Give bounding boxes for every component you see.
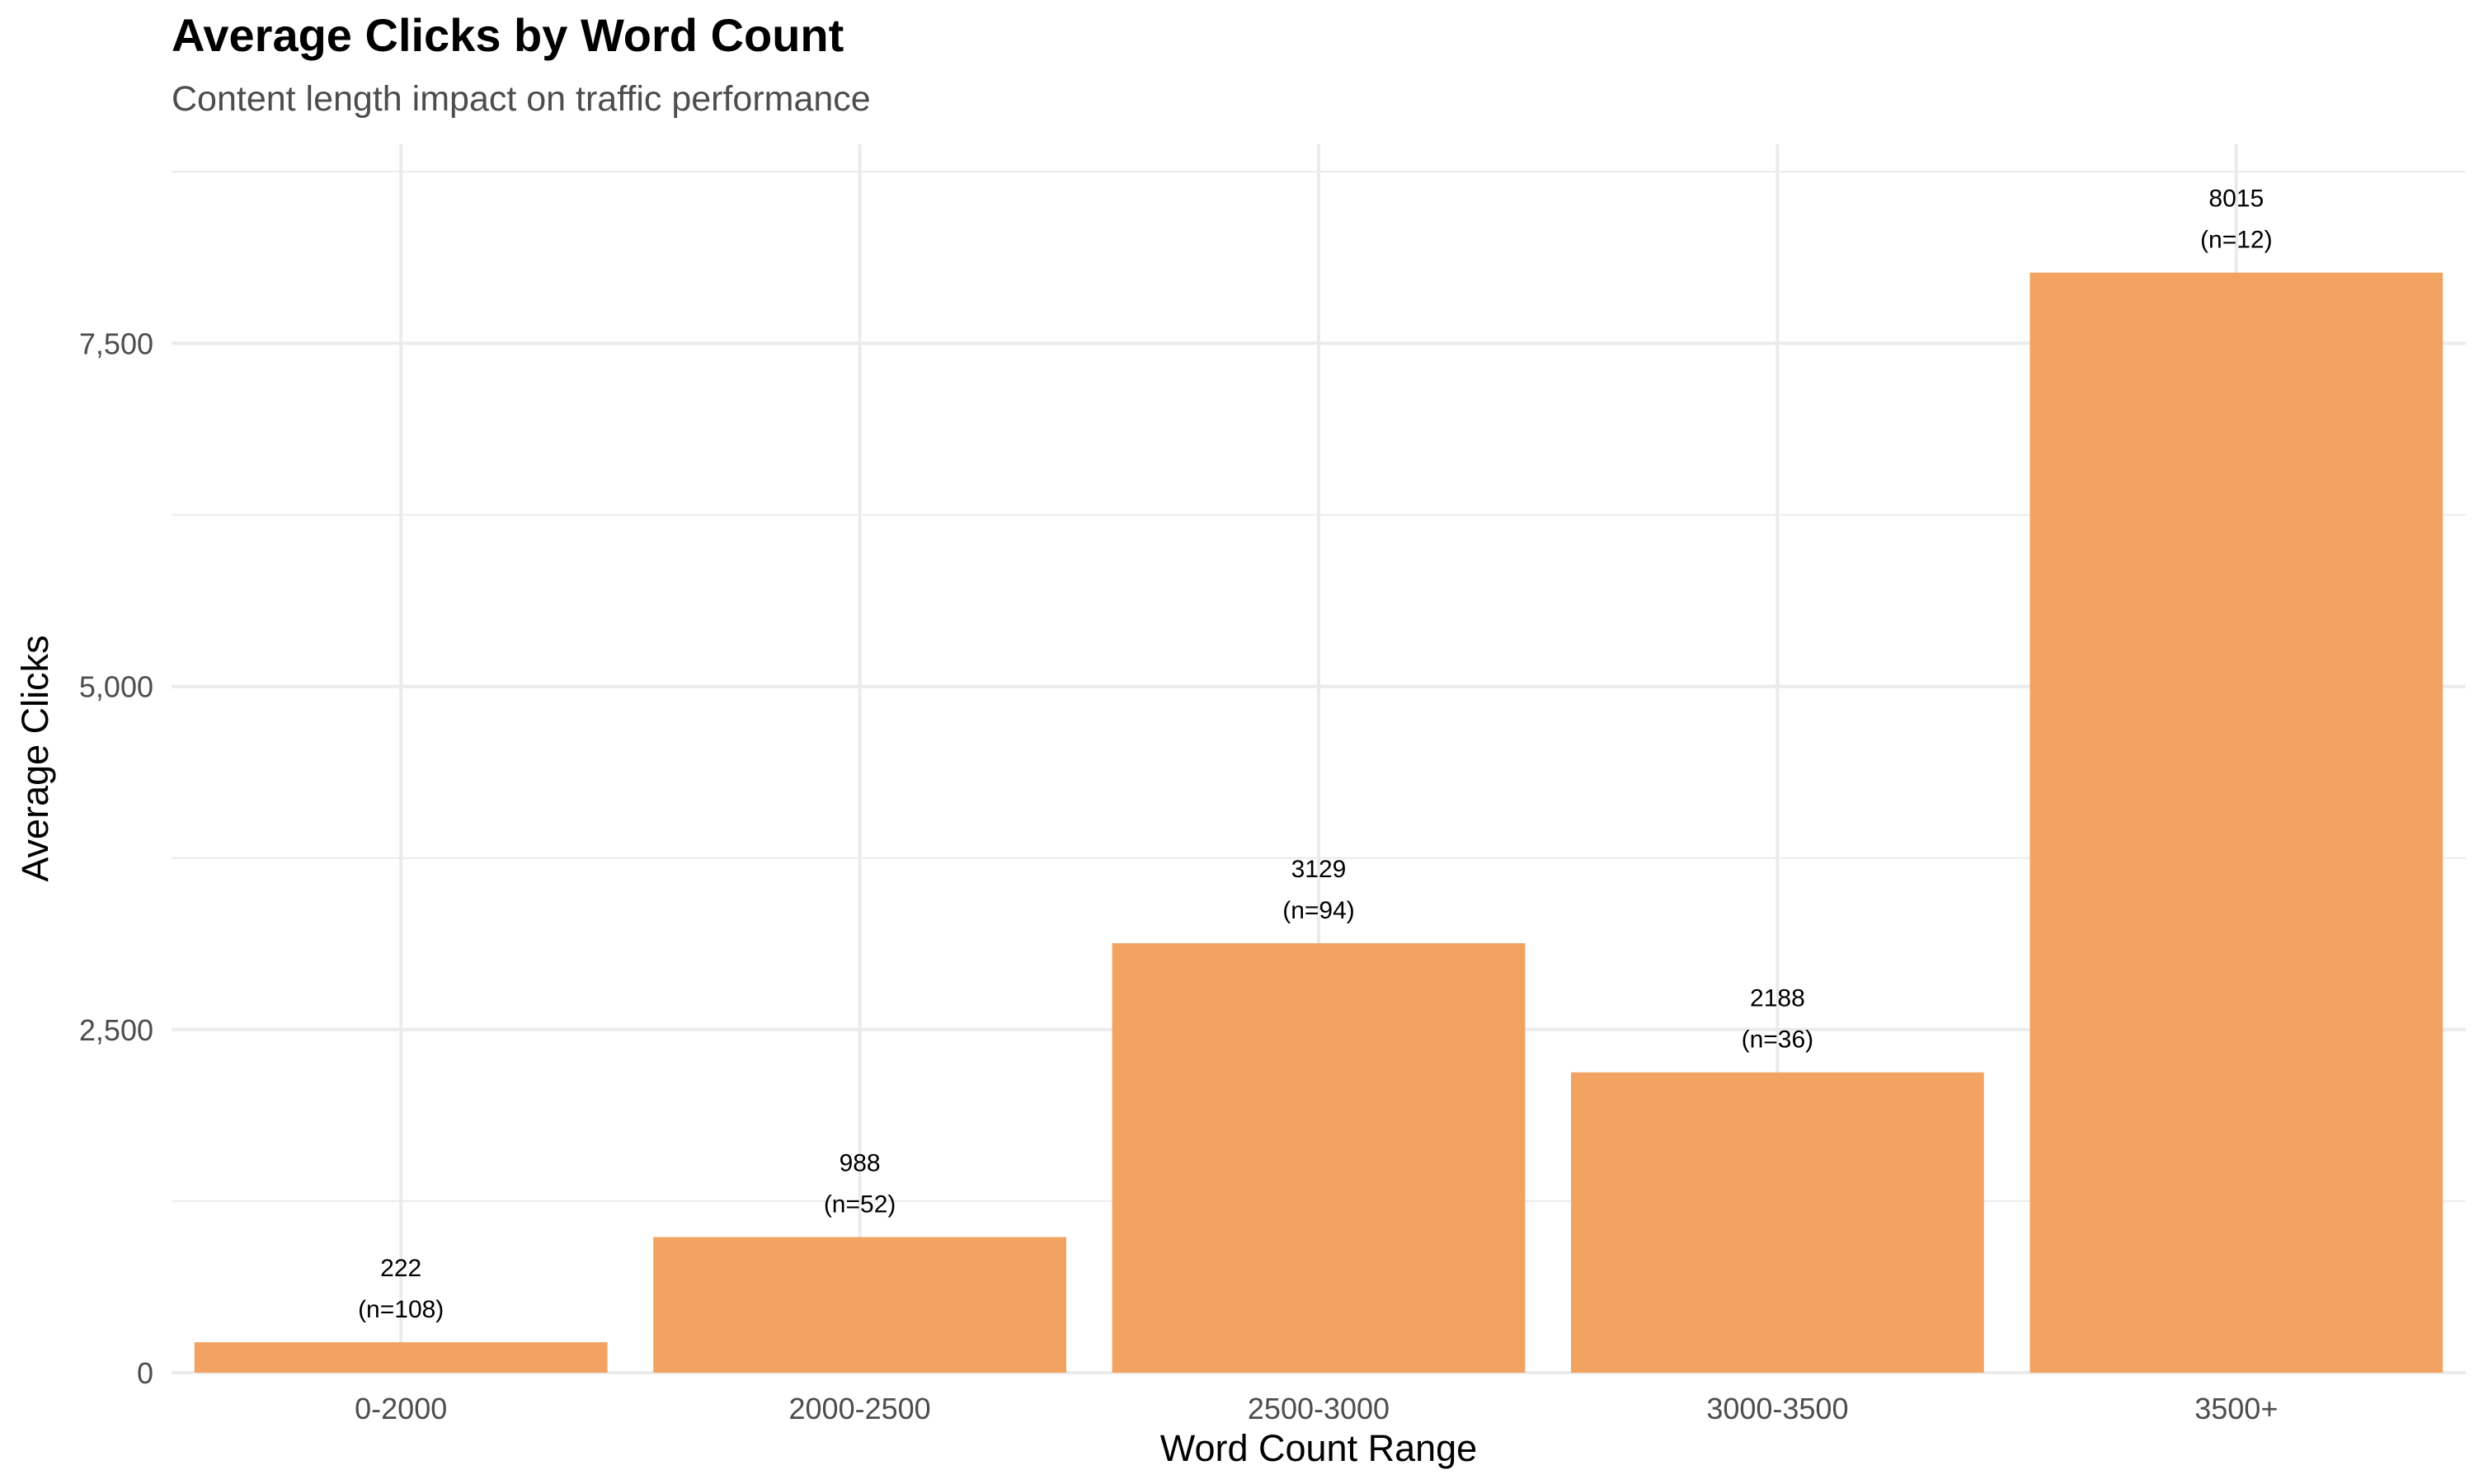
bar-layer bbox=[194, 272, 2443, 1374]
y-tick-label: 2,500 bbox=[79, 1013, 153, 1047]
y-tick-label: 0 bbox=[137, 1356, 153, 1390]
bar bbox=[1112, 943, 1526, 1373]
count-label: (n=108) bbox=[358, 1296, 444, 1323]
chart-title: Average Clicks by Word Count bbox=[172, 9, 844, 61]
count-label: (n=52) bbox=[824, 1191, 896, 1219]
x-tick-label: 2000-2500 bbox=[789, 1392, 931, 1425]
chart-subtitle: Content length impact on traffic perform… bbox=[172, 79, 871, 119]
x-tick-label: 0-2000 bbox=[355, 1392, 447, 1425]
data-label-layer: 222 (n=108) 988 (n=52) 3129 (n=94) 2188 (n=36) 8… bbox=[358, 186, 2273, 1323]
bar bbox=[194, 1342, 608, 1373]
bar bbox=[2030, 272, 2443, 1374]
x-axis-title: Word Count Range bbox=[1160, 1427, 1477, 1469]
axis-layer: 0-2000 2000-2500 2500-3000 3000-3500 3500+ 0 2… bbox=[79, 326, 2278, 1425]
count-label: (n=94) bbox=[1282, 897, 1355, 924]
y-tick-label: 7,500 bbox=[79, 326, 153, 360]
count-label: (n=12) bbox=[2200, 227, 2273, 254]
x-tick-label: 2500-3000 bbox=[1248, 1392, 1390, 1425]
x-tick-label: 3000-3500 bbox=[1706, 1392, 1848, 1425]
y-tick-label: 5,000 bbox=[79, 670, 153, 704]
count-label: (n=36) bbox=[1742, 1026, 1814, 1054]
y-axis-title: Average Clicks bbox=[14, 635, 56, 881]
value-label: 2188 bbox=[1750, 985, 1805, 1012]
value-label: 222 bbox=[380, 1255, 421, 1282]
value-label: 988 bbox=[840, 1150, 881, 1177]
x-tick-label: 3500+ bbox=[2194, 1392, 2278, 1425]
bar bbox=[1571, 1072, 1984, 1373]
bar bbox=[653, 1237, 1066, 1373]
value-label: 3129 bbox=[1291, 856, 1347, 883]
value-label: 8015 bbox=[2208, 186, 2264, 213]
